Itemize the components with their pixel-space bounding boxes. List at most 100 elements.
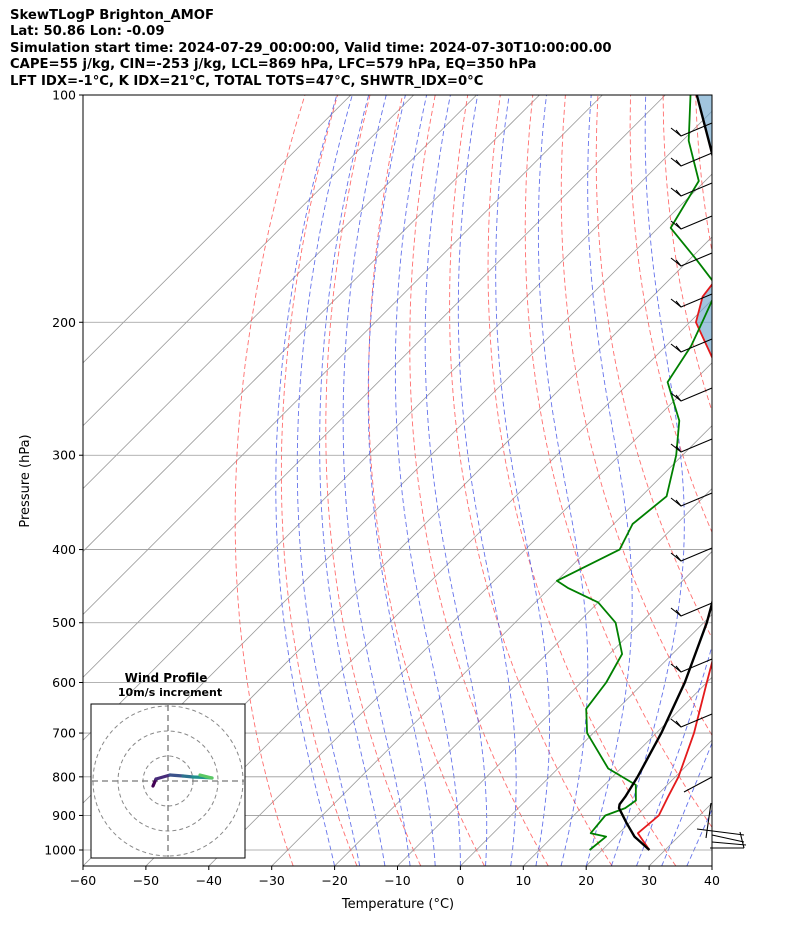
x-tick-label: 30 [641,873,657,888]
x-tick-label: 0 [456,873,464,888]
title-line-station: SkewTLogP Brighton_AMOF [10,8,214,23]
isotherm-line [523,676,712,866]
title-line-latlon: Lat: 50.86 Lon: -0.09 [10,24,165,40]
dry-adiabat-line [409,95,549,866]
moist-adiabat-line [424,95,488,866]
isotherm-line [83,95,603,615]
y-tick-label: 900 [52,808,76,823]
wind-barb-stroke [670,182,713,197]
title-line-times: Simulation start time: 2024-07-29_00:00:… [10,40,612,56]
wind-barbs-layer [670,122,747,849]
title-line-indices: LFT IDX=-1°C, K IDX=21°C, TOTAL TOTS=47°… [10,73,484,89]
isotherm-line [83,95,352,364]
dry-adiabat-line [368,95,485,866]
wind-barb [670,252,713,267]
y-tick-label: 800 [52,769,76,784]
moist-adiabat-line [585,95,633,866]
isotherm-line [83,95,477,490]
y-tick-label: 200 [52,315,76,330]
wind-barb [670,122,713,137]
isotherm-line [334,488,712,866]
wind-barb-stroke [670,547,713,562]
dry-adiabat-line [325,95,422,866]
y-tick-label: 300 [52,448,76,463]
wind-barb-stroke [670,602,713,617]
isotherm-line [83,95,666,678]
inset-subtitle: 10m/s increment [118,686,222,699]
y-tick-label: 700 [52,726,76,741]
x-tick-label: −50 [133,873,159,888]
isotherm-line [83,95,540,553]
dewpoint-line [556,95,712,851]
cape-shaded-area [695,95,712,358]
hodograph-segment [181,774,195,779]
wind-barb-stroke [670,492,713,507]
x-tick-label: 10 [515,873,531,888]
wind-barb [670,152,713,167]
wind-barb-stroke [670,215,713,230]
moist-adiabat-line [342,95,411,866]
dry-adiabat-line [695,95,712,254]
wind-barb-stroke [670,438,713,453]
wind-barb-stroke [670,152,713,167]
x-tick-label: −20 [321,873,347,888]
wind-barb-stroke [670,252,713,267]
hodograph-segment [154,773,172,781]
wind-barb [670,293,713,308]
wind-barb [670,602,713,617]
wind-barb [670,492,713,507]
moist-adiabat-line [686,808,712,866]
moist-adiabat-line [296,95,361,866]
wind-barb [670,713,713,728]
wind-barb-stroke [670,293,713,308]
wind-barb-stroke [683,776,747,849]
axes-layer: Temperature (°C) Pressure (hPa) −60 −50 −4… [18,434,720,912]
x-tick-label: −10 [384,873,410,888]
isotherm-line [145,299,712,866]
x-axis-label: Temperature (°C) [341,897,454,912]
dry-adiabat-line [662,95,712,413]
y-tick-label: 100 [52,88,76,103]
wind-barb-stroke [670,713,713,728]
moist-adiabat-line [319,95,386,866]
moist-adiabat-line [495,95,550,866]
parcel-profile-line [617,95,712,851]
wind-barb-stroke [670,387,713,402]
chart-title-block: SkewTLogP Brighton_AMOF Lat: 50.86 Lon: … [10,8,612,90]
moist-adiabat-line [457,95,517,866]
dry-adiabat-line [487,95,677,866]
wind-barb [670,438,713,453]
isotherm-line [460,613,712,866]
isotherm-line [271,425,712,866]
wind-barb [670,182,713,197]
moist-adiabat-line [394,95,461,866]
wind-barb [670,215,713,230]
hodograph-segment [198,773,214,780]
y-axis-label: Pressure (hPa) [18,434,33,527]
profile-lines-layer [556,95,712,851]
wind-barb-stroke [670,658,713,673]
x-tick-label: −60 [70,873,96,888]
hodograph-inset: Wind Profile 10m/s increment [90,671,246,859]
title-line-cape: CAPE=55 j/kg, CIN=-253 j/kg, LCL=869 hPa… [10,57,537,73]
wind-barb [670,387,713,402]
isotherm-line [83,95,414,427]
isotherm-line [83,110,712,741]
dry-adiabat-line [761,95,794,866]
moist-adiabat-line [537,95,589,866]
wind-barb-stroke [670,338,713,353]
x-tick-label: 20 [578,873,594,888]
surface-wind-barbs [683,776,747,849]
wind-barb-stroke [670,122,713,137]
wind-barb [670,547,713,562]
moist-adiabat-line [275,95,338,866]
x-tick-label: 40 [704,873,720,888]
dry-adiabat-line [728,95,794,866]
y-tick-label: 400 [52,542,76,557]
hodograph-layer [92,705,244,857]
dry-adiabat-line [560,95,712,737]
moist-adiabat-line [367,95,436,866]
wind-barb [670,338,713,353]
moist-adiabat-line [610,95,685,866]
